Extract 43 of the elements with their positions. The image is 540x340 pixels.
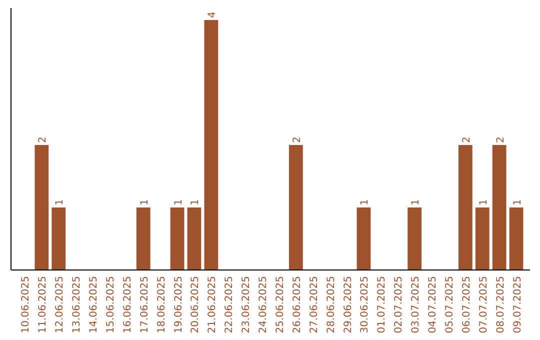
x-tick-label: 12.06.2025 (54, 276, 66, 334)
data-label: 1 (173, 199, 184, 206)
x-tick-label: 22.06.2025 (224, 276, 236, 334)
data-label: 1 (190, 199, 202, 206)
x-tick-label: 09.07.2025 (512, 276, 524, 334)
data-label: 1 (54, 199, 66, 206)
x-tick-label: 28.06.2025 (326, 276, 337, 334)
x-tick-label: 04.07.2025 (428, 276, 439, 334)
data-label: 1 (410, 199, 422, 206)
x-tick-label: 05.07.2025 (444, 276, 456, 334)
x-tick-label: 27.06.2025 (308, 276, 320, 334)
x-tick-label: 13.06.2025 (72, 276, 83, 334)
x-tick-label: 20.06.2025 (190, 276, 202, 334)
data-label: 1 (360, 199, 371, 206)
x-tick-label: 18.06.2025 (156, 276, 168, 334)
x-tick-label: 11.06.2025 (38, 276, 49, 334)
data-label: 2 (495, 136, 506, 143)
data-label: 1 (139, 199, 150, 206)
x-tick-label: 25.06.2025 (274, 276, 286, 334)
x-tick-label: 17.06.2025 (139, 276, 150, 334)
data-label: 2 (292, 136, 303, 143)
x-tick-label: 26.06.2025 (292, 276, 303, 334)
x-tick-label: 21.06.2025 (207, 276, 218, 334)
x-tick-label: 14.06.2025 (88, 276, 100, 334)
x-tick-label: 30.06.2025 (360, 276, 371, 334)
data-label: 2 (38, 136, 49, 143)
x-tick-label: 16.06.2025 (122, 276, 134, 334)
x-tick-label: 19.06.2025 (173, 276, 184, 334)
x-tick-label: 23.06.2025 (241, 276, 252, 334)
data-label: 2 (461, 136, 472, 143)
data-label: 4 (207, 12, 218, 18)
x-tick-label: 24.06.2025 (258, 276, 270, 334)
data-label: 1 (478, 199, 490, 206)
x-tick-label: 02.07.2025 (394, 276, 405, 334)
x-tick-label: 03.07.2025 (410, 276, 422, 334)
x-tick-label: 15.06.2025 (105, 276, 116, 334)
data-label: 1 (512, 199, 524, 206)
x-tick-label: 10.06.2025 (20, 276, 32, 334)
x-tick-label: 06.07.2025 (461, 276, 472, 334)
x-tick-label: 01.07.2025 (376, 276, 388, 334)
x-tick-label: 08.07.2025 (495, 276, 506, 334)
x-tick-label: 29.06.2025 (342, 276, 354, 334)
x-tick-label: 07.07.2025 (478, 276, 490, 334)
